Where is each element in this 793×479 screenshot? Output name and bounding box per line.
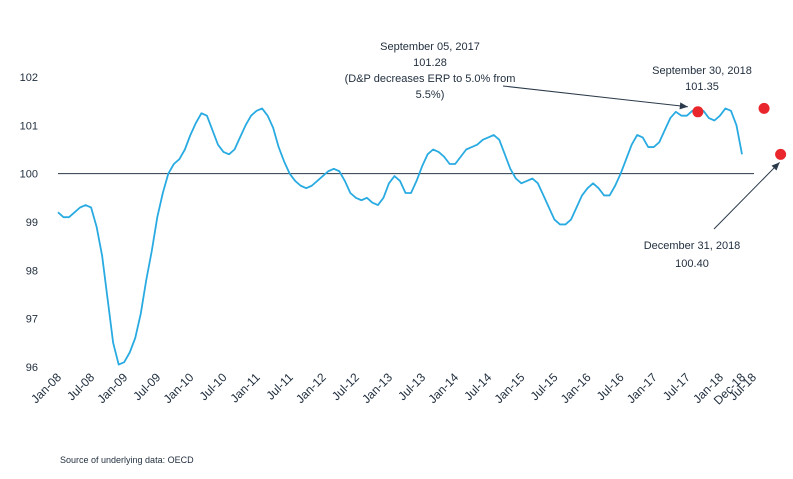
- highlight-markers: [692, 102, 787, 160]
- x-tick-label: Jan-09: [94, 370, 130, 406]
- annotation-line: 101.28: [413, 57, 447, 69]
- x-tick-label: Jul-14: [461, 370, 494, 403]
- source-note: Source of underlying data: OECD: [60, 455, 194, 465]
- x-tick-label: Jul-08: [64, 370, 97, 403]
- x-tick-label: Jul-13: [395, 370, 428, 403]
- highlight-marker: [758, 102, 770, 114]
- annotation-line: September 05, 2017: [380, 41, 480, 53]
- annotation-sep-2018: September 30, 2018 101.35: [652, 65, 752, 93]
- x-tick-label: Jan-12: [293, 370, 329, 406]
- x-tick-label: Jan-16: [558, 370, 594, 406]
- annotation-line: 100.40: [675, 258, 709, 270]
- annotation-line: December 31, 2018: [644, 240, 741, 252]
- x-tick-label: Jul-11: [263, 370, 296, 403]
- annotation-arrow-line: [502, 85, 688, 108]
- x-tick-label: Jan-10: [161, 370, 197, 406]
- annotation-line: 101.35: [685, 81, 719, 93]
- x-tick-label: Jan-11: [227, 370, 262, 405]
- x-tick-label: Jul-09: [130, 370, 163, 403]
- annotation-line: September 30, 2018: [652, 65, 752, 77]
- annotation-line: 5.5%): [416, 89, 445, 101]
- annotation-sep-2017: September 05, 2017 101.28 (D&P decreases…: [345, 41, 516, 101]
- x-tick-label: Jan-17: [624, 370, 660, 406]
- x-tick-label: Jan-14: [425, 370, 461, 406]
- y-tick-label: 99: [26, 217, 38, 229]
- annotation-dec-2018: December 31, 2018 100.40: [644, 240, 741, 270]
- x-tick-label: Jul-15: [528, 370, 561, 403]
- annotation-arrow-line: [713, 161, 780, 230]
- y-tick-label: 97: [26, 314, 38, 326]
- x-tick-label: Jul-17: [660, 370, 693, 403]
- y-axis-labels: 96 97 98 99 100 101 102: [20, 72, 38, 374]
- y-tick-label: 96: [26, 362, 38, 374]
- annotation-arrowhead: [771, 162, 780, 171]
- y-tick-label: 98: [26, 265, 38, 277]
- x-tick-label: Jan-13: [359, 370, 395, 406]
- x-tick-label: Jul-10: [197, 370, 230, 403]
- x-tick-label: Jan-08: [28, 370, 64, 406]
- y-tick-label: 100: [20, 169, 38, 181]
- annotation-line: (D&P decreases ERP to 5.0% from: [345, 73, 516, 85]
- x-tick-label: Jan-15: [492, 370, 528, 406]
- y-tick-label: 102: [20, 72, 38, 84]
- x-tick-label: Jul-12: [329, 370, 362, 403]
- y-tick-label: 101: [20, 120, 38, 132]
- annotation-arrowhead: [679, 102, 688, 110]
- annotation-arrows: [502, 85, 780, 230]
- highlight-marker: [775, 148, 787, 160]
- x-tick-label: Jul-16: [594, 370, 627, 403]
- series-line: [57, 107, 743, 366]
- highlight-marker: [692, 106, 704, 118]
